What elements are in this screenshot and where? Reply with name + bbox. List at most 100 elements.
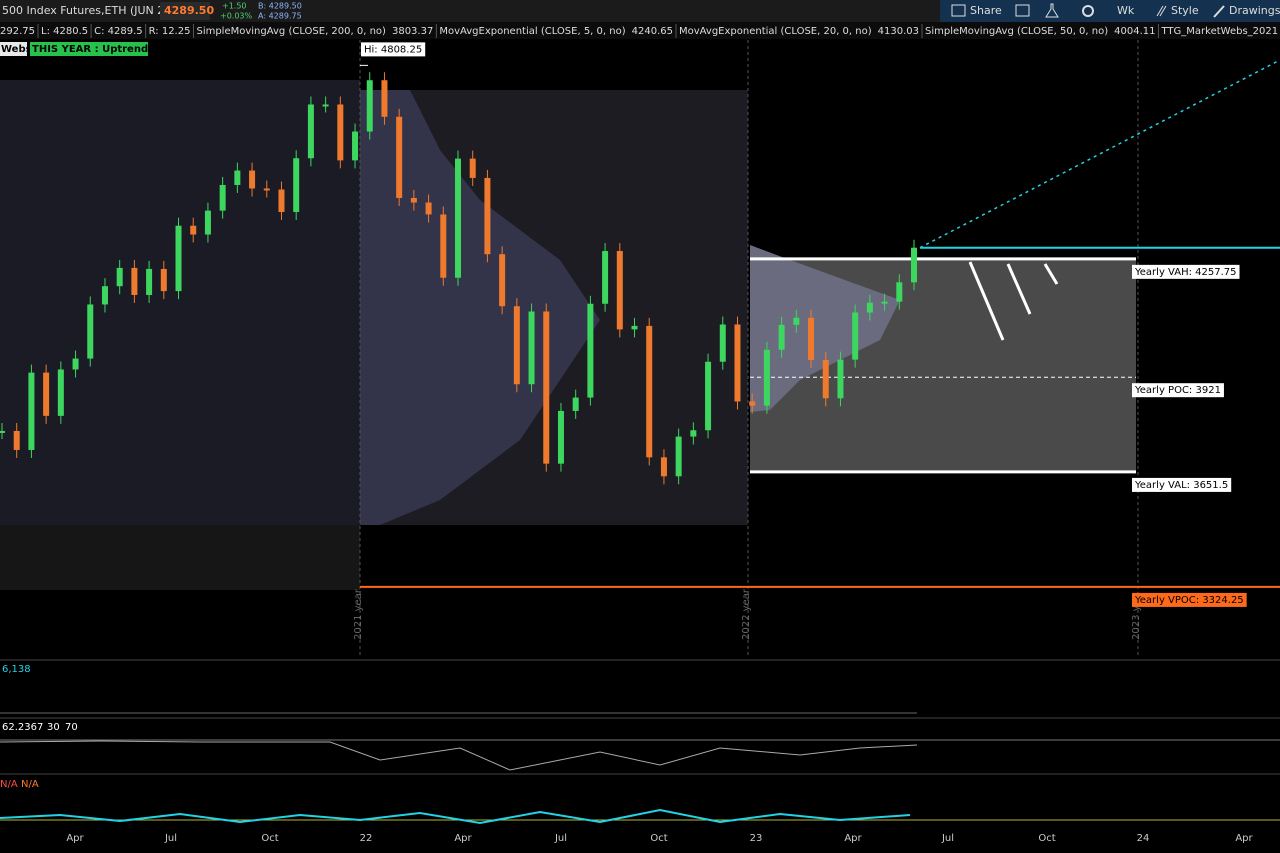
level-label-bg (1132, 264, 1240, 279)
study-list: 292.75 L: 4280.5 C: 4289.5 R: 12.25 SimpleMo… (0, 24, 1280, 38)
study-bar (0, 22, 1280, 39)
candle (307, 104, 314, 159)
last-price: 4289.50 (164, 4, 214, 17)
x-axis-label: Oct (261, 833, 278, 844)
studies-icon[interactable] (1045, 3, 1059, 18)
level-label: Yearly VAH: 4257.75 (1134, 267, 1237, 278)
last-box (160, 2, 210, 20)
share-button[interactable]: Share (970, 4, 1002, 17)
candle (0, 430, 5, 433)
x-axis-label: Apr (844, 833, 862, 844)
annotation-arrow (1043, 263, 1059, 285)
candle (293, 158, 300, 213)
candle (837, 359, 844, 399)
study-label: R: 12.25 (149, 26, 191, 37)
candle (660, 457, 667, 477)
annotation-arrow (968, 261, 1005, 341)
badge: THIS YEAR : Uptrending (32, 44, 166, 55)
candle (616, 251, 623, 330)
x-axis-label: 22 (360, 833, 373, 844)
osc-label: N/A (0, 779, 18, 790)
logo-badge (0, 42, 27, 56)
candle (455, 158, 461, 278)
candle (469, 158, 476, 178)
candle (631, 325, 638, 330)
candle (690, 430, 697, 437)
snapshot-icon[interactable] (1015, 4, 1030, 17)
candle (146, 268, 153, 295)
rsi-label: 62.2367 (2, 722, 43, 733)
annotation-arrow (1006, 263, 1032, 315)
candle (675, 436, 682, 477)
style-icon[interactable] (1156, 5, 1167, 17)
study-label: TTG_MarketWebs_2021 (yes, Automatic, Ful… (1160, 26, 1280, 37)
x-axis-label: Oct (1038, 833, 1055, 844)
x-axis-label: Jul (941, 833, 954, 844)
candle (896, 282, 903, 302)
trend-badge (30, 42, 148, 56)
level-label: Yearly VPOC: 3324.25 (1134, 595, 1244, 606)
candle (822, 359, 829, 399)
settings-icon[interactable] (1082, 5, 1094, 17)
candle (778, 324, 785, 350)
price-chart: Webs THIS YEAR : Uptrending 2021 year 2022 … (0, 40, 1280, 844)
candle (793, 317, 800, 325)
badge: Webs (1, 44, 32, 55)
profile-shape-2022 (360, 90, 600, 525)
candle (87, 304, 94, 359)
study-label: 292.75 (0, 26, 35, 37)
ask: A: 4289.75 (258, 12, 302, 21)
candle (749, 401, 756, 406)
candle (572, 397, 579, 411)
x-axis-label: Apr (454, 833, 472, 844)
candle (425, 202, 432, 215)
study-label: SimpleMovingAvg (CLOSE, 50, 0, no) (925, 26, 1108, 37)
high-label-bg (361, 42, 426, 57)
x-axis-label: Jul (164, 833, 177, 844)
candle (101, 286, 108, 305)
style-button[interactable]: Style (1171, 4, 1199, 17)
x-axis-label: Oct (650, 833, 667, 844)
candle (175, 225, 182, 292)
candle (543, 311, 550, 464)
candle (513, 306, 520, 385)
candle (219, 184, 226, 211)
year-marker: 2023 y (1131, 605, 1142, 640)
candle (557, 410, 564, 464)
study-label: L: 4280.5 (41, 26, 88, 37)
share-icon[interactable] (951, 4, 966, 17)
osc-line (0, 808, 911, 825)
study-label: SimpleMovingAvg (CLOSE, 200, 0, no) (196, 26, 386, 37)
candle (352, 131, 359, 161)
trend-line (919, 59, 1280, 249)
drawings-button[interactable]: Drawings (1229, 4, 1280, 17)
study-label: MovAvgExponential (CLOSE, 20, 0, no) (679, 26, 872, 37)
symbol: 500 Index Futures,ETH (JUN 23) (2, 4, 176, 17)
bid: B: 4289.50 (258, 2, 302, 11)
drawings-icon[interactable] (1213, 5, 1225, 18)
year-marker: 2022 year (741, 588, 752, 640)
candle (881, 301, 888, 304)
study-label: MovAvgExponential (CLOSE, 5, 0, no) (439, 26, 625, 37)
level-label: Yearly VAL: 3651.5 (1134, 480, 1228, 491)
level-label: Yearly POC: 3921 (1134, 385, 1221, 396)
x-axis-label: Jul (554, 833, 567, 844)
candle (734, 324, 741, 402)
candle (866, 302, 873, 313)
candle (602, 251, 609, 304)
x-axis-label: 23 (750, 833, 763, 844)
candle (410, 197, 417, 203)
aggregation-button[interactable]: Wk (1117, 4, 1135, 17)
candle (28, 372, 35, 450)
candle (57, 369, 64, 416)
candle (366, 80, 373, 132)
candle (646, 325, 653, 458)
change-pct: +0.03% (220, 12, 253, 21)
rsi-line (0, 740, 918, 771)
candle (234, 170, 241, 185)
x-axis-label: Apr (1235, 833, 1253, 844)
candle (131, 267, 138, 295)
candle (278, 189, 285, 213)
candle (396, 116, 403, 198)
